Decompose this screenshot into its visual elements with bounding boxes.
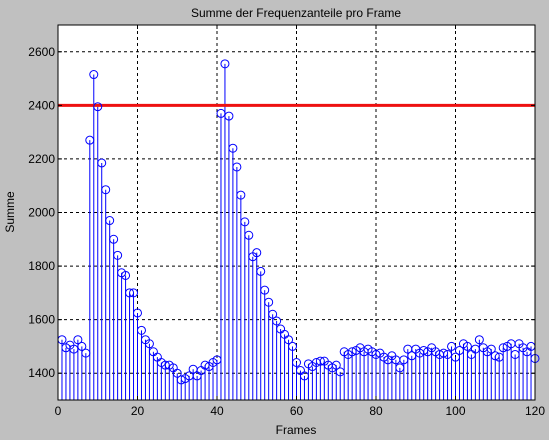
stem-marker <box>486 344 496 354</box>
y-axis-label: Summe <box>3 191 17 233</box>
x-tick-label: 120 <box>525 404 545 418</box>
stem-marker <box>240 217 250 227</box>
stem-marker <box>264 297 274 307</box>
x-tick-label: 0 <box>55 404 62 418</box>
stem-marker <box>216 108 226 118</box>
x-tick-label: 100 <box>445 404 465 418</box>
stem-marker <box>268 309 278 319</box>
stem-marker <box>454 345 464 355</box>
chart-title: Summe der Frequenzanteile pro Frame <box>191 6 401 20</box>
y-tick-label: 1400 <box>28 366 55 380</box>
stem-marker <box>256 266 266 276</box>
stem-marker <box>272 316 282 326</box>
stem-marker <box>109 234 119 244</box>
stem-marker <box>97 158 107 168</box>
stem-marker <box>144 339 154 349</box>
stem-marker <box>494 352 504 362</box>
stem-marker <box>474 335 484 345</box>
stem-marker <box>224 111 234 121</box>
stem-marker <box>176 375 186 385</box>
stem-marker <box>125 288 135 298</box>
stem-marker <box>121 270 131 280</box>
ticks: 0 20 40 60 80 100 120 1400 1600 1800 2000 2200 2400 2… <box>28 25 545 418</box>
stem-marker <box>73 335 83 345</box>
stem-marker <box>77 341 87 351</box>
stem-marker <box>93 102 103 112</box>
stem-marker <box>299 371 309 381</box>
stem-marker <box>284 335 294 345</box>
stem-marker <box>113 250 123 260</box>
stem-marker <box>101 185 111 195</box>
stem-marker <box>136 325 146 335</box>
stem-marker <box>244 230 254 240</box>
stem-marker <box>447 341 457 351</box>
x-tick-label: 20 <box>131 404 145 418</box>
stem-marker <box>347 347 357 357</box>
stem-marker <box>371 349 381 359</box>
stem-marker <box>451 352 460 362</box>
stem-marker <box>462 341 472 351</box>
stem-marker <box>395 363 405 373</box>
stem-marker <box>510 349 520 359</box>
stem-marker <box>85 135 95 145</box>
y-tick-label: 1600 <box>28 313 55 327</box>
stem-marker <box>200 360 210 370</box>
x-tick-label: 40 <box>210 404 224 418</box>
stem-marker <box>81 348 91 358</box>
stem-marker <box>129 288 139 298</box>
stem-markers <box>57 59 540 385</box>
stem-marker <box>335 367 345 377</box>
stem-marker <box>292 358 301 367</box>
x-axis-label: Frames <box>276 423 317 437</box>
stem-marker <box>315 356 325 366</box>
y-tick-label: 2600 <box>28 45 55 59</box>
stem-marker <box>498 343 508 353</box>
y-tick-label: 2000 <box>28 206 55 220</box>
stem-marker <box>232 162 242 172</box>
stem-marker <box>419 345 429 355</box>
stem-marker <box>220 59 230 69</box>
stem-marker <box>228 143 238 153</box>
stem-marker <box>133 308 142 318</box>
stem-marker <box>212 355 222 365</box>
y-tick-label: 1800 <box>28 259 55 273</box>
stem-marker <box>105 216 115 226</box>
stem-marker <box>260 285 270 295</box>
stem-marker <box>439 348 449 358</box>
stem-marker <box>331 360 341 370</box>
stem-marker <box>399 355 409 365</box>
stem-series <box>61 63 536 400</box>
stem-marker <box>236 190 246 200</box>
y-tick-label: 2400 <box>28 98 55 112</box>
x-tick-label: 80 <box>369 404 383 418</box>
y-tick-label: 2200 <box>28 152 55 166</box>
stem-marker <box>407 351 417 361</box>
x-tick-label: 60 <box>290 404 304 418</box>
stem-marker <box>89 70 99 80</box>
stem-marker <box>172 368 182 378</box>
stem-marker <box>69 344 79 354</box>
stem-marker <box>490 351 500 361</box>
stem-marker <box>288 341 298 351</box>
stem-marker <box>443 349 453 359</box>
stem-marker <box>252 248 262 258</box>
stem-marker <box>160 360 170 370</box>
